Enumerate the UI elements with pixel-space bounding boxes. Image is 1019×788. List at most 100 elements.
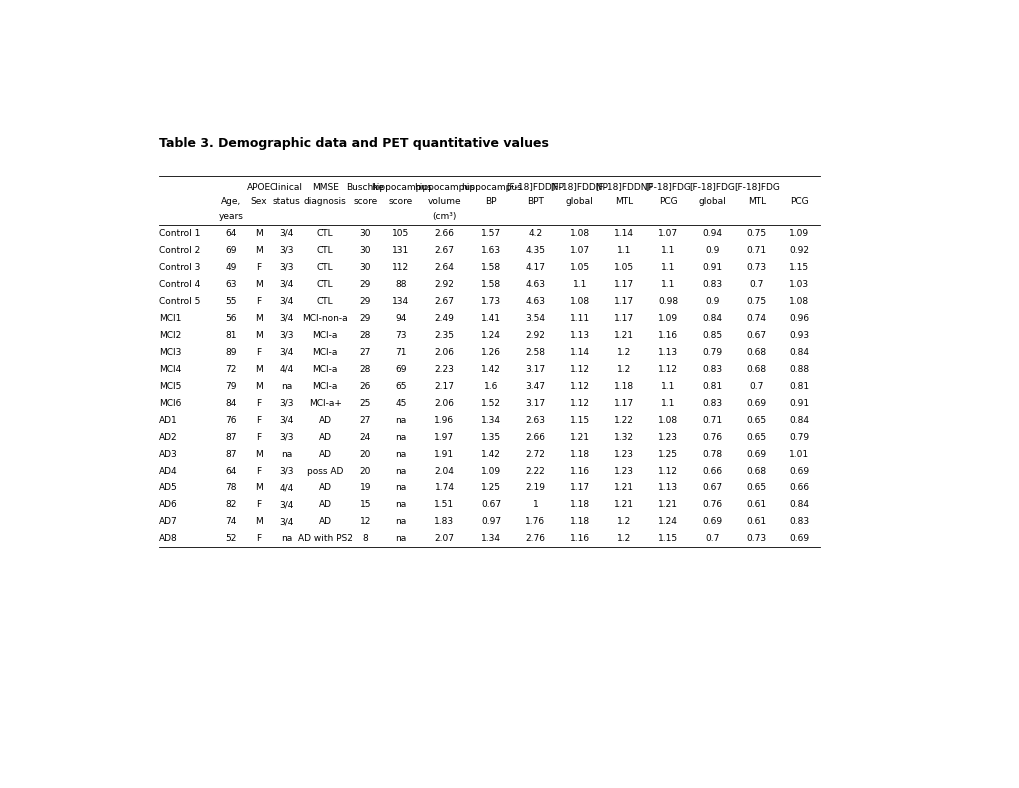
Text: 2.06: 2.06 <box>434 399 454 407</box>
Text: 0.85: 0.85 <box>702 331 721 340</box>
Text: 0.76: 0.76 <box>702 500 721 510</box>
Text: 1.18: 1.18 <box>569 518 589 526</box>
Text: 1.17: 1.17 <box>613 280 634 288</box>
Text: 1.16: 1.16 <box>657 331 678 340</box>
Text: 0.69: 0.69 <box>746 399 766 407</box>
Text: 28: 28 <box>360 365 371 374</box>
Text: 30: 30 <box>360 246 371 255</box>
Text: 69: 69 <box>395 365 407 374</box>
Text: 1.12: 1.12 <box>569 399 589 407</box>
Text: 2.49: 2.49 <box>434 314 454 322</box>
Text: 0.98: 0.98 <box>657 296 678 306</box>
Text: 1.1: 1.1 <box>660 246 675 255</box>
Text: 0.69: 0.69 <box>702 518 721 526</box>
Text: 0.69: 0.69 <box>746 449 766 459</box>
Text: CTL: CTL <box>317 262 333 272</box>
Text: 1.23: 1.23 <box>613 449 634 459</box>
Text: AD8: AD8 <box>159 534 177 544</box>
Text: 1.21: 1.21 <box>657 500 678 510</box>
Text: F: F <box>256 296 261 306</box>
Text: 20: 20 <box>360 466 371 475</box>
Text: MCI-a: MCI-a <box>312 348 337 357</box>
Text: 1.17: 1.17 <box>569 484 589 492</box>
Text: 1.1: 1.1 <box>660 262 675 272</box>
Text: na: na <box>395 449 407 459</box>
Text: PCG: PCG <box>790 198 808 206</box>
Text: 0.91: 0.91 <box>789 399 809 407</box>
Text: M: M <box>255 280 262 288</box>
Text: 1.09: 1.09 <box>789 229 809 238</box>
Text: 2.22: 2.22 <box>525 466 545 475</box>
Text: AD with PS2: AD with PS2 <box>298 534 353 544</box>
Text: 1.12: 1.12 <box>569 365 589 374</box>
Text: na: na <box>395 484 407 492</box>
Text: MCI-a: MCI-a <box>312 331 337 340</box>
Text: 1.16: 1.16 <box>569 466 589 475</box>
Text: na: na <box>280 449 291 459</box>
Text: 0.79: 0.79 <box>702 348 721 357</box>
Text: 1.12: 1.12 <box>657 365 678 374</box>
Text: F: F <box>256 262 261 272</box>
Text: 20: 20 <box>360 449 371 459</box>
Text: na: na <box>280 381 291 391</box>
Text: 1.13: 1.13 <box>657 484 678 492</box>
Text: 87: 87 <box>225 449 236 459</box>
Text: 0.68: 0.68 <box>746 466 766 475</box>
Text: global: global <box>698 198 726 206</box>
Text: 55: 55 <box>225 296 236 306</box>
Text: 64: 64 <box>225 229 236 238</box>
Text: 1.21: 1.21 <box>613 484 634 492</box>
Text: 1.15: 1.15 <box>789 262 809 272</box>
Text: PCG: PCG <box>658 198 677 206</box>
Text: 3/4: 3/4 <box>279 296 293 306</box>
Text: 1.08: 1.08 <box>569 229 589 238</box>
Text: 1.25: 1.25 <box>657 449 678 459</box>
Text: 0.71: 0.71 <box>746 246 766 255</box>
Text: 1.22: 1.22 <box>613 415 633 425</box>
Text: 2.23: 2.23 <box>434 365 454 374</box>
Text: M: M <box>255 229 262 238</box>
Text: M: M <box>255 449 262 459</box>
Text: 0.84: 0.84 <box>702 314 721 322</box>
Text: 2.35: 2.35 <box>434 331 454 340</box>
Text: 0.69: 0.69 <box>789 534 809 544</box>
Text: 0.65: 0.65 <box>746 415 766 425</box>
Text: 2.06: 2.06 <box>434 348 454 357</box>
Text: 1.21: 1.21 <box>569 433 589 441</box>
Text: 84: 84 <box>225 399 236 407</box>
Text: 1.24: 1.24 <box>657 518 678 526</box>
Text: 94: 94 <box>395 314 407 322</box>
Text: 3/3: 3/3 <box>279 246 293 255</box>
Text: F: F <box>256 534 261 544</box>
Text: AD: AD <box>318 500 331 510</box>
Text: 3/4: 3/4 <box>279 415 293 425</box>
Text: 0.74: 0.74 <box>746 314 766 322</box>
Text: 1.34: 1.34 <box>481 534 500 544</box>
Text: 0.83: 0.83 <box>789 518 809 526</box>
Text: AD: AD <box>318 484 331 492</box>
Text: 1.1: 1.1 <box>616 246 631 255</box>
Text: Buschke: Buschke <box>346 183 384 191</box>
Text: score: score <box>353 198 377 206</box>
Text: 1.16: 1.16 <box>569 534 589 544</box>
Text: 4.35: 4.35 <box>525 246 545 255</box>
Text: 0.71: 0.71 <box>702 415 721 425</box>
Text: 0.73: 0.73 <box>746 534 766 544</box>
Text: hippocampus: hippocampus <box>414 183 475 191</box>
Text: 1.35: 1.35 <box>481 433 500 441</box>
Text: (cm³): (cm³) <box>432 212 457 221</box>
Text: 15: 15 <box>360 500 371 510</box>
Text: 19: 19 <box>360 484 371 492</box>
Text: [F-18]FDDNP: [F-18]FDDNP <box>506 183 564 191</box>
Text: 4.17: 4.17 <box>525 262 545 272</box>
Text: 12: 12 <box>360 518 371 526</box>
Text: 79: 79 <box>225 381 236 391</box>
Text: CTL: CTL <box>317 246 333 255</box>
Text: 0.75: 0.75 <box>746 229 766 238</box>
Text: 0.91: 0.91 <box>702 262 721 272</box>
Text: 63: 63 <box>225 280 236 288</box>
Text: 1.58: 1.58 <box>481 262 500 272</box>
Text: 4.2: 4.2 <box>528 229 542 238</box>
Text: M: M <box>255 381 262 391</box>
Text: 0.67: 0.67 <box>481 500 500 510</box>
